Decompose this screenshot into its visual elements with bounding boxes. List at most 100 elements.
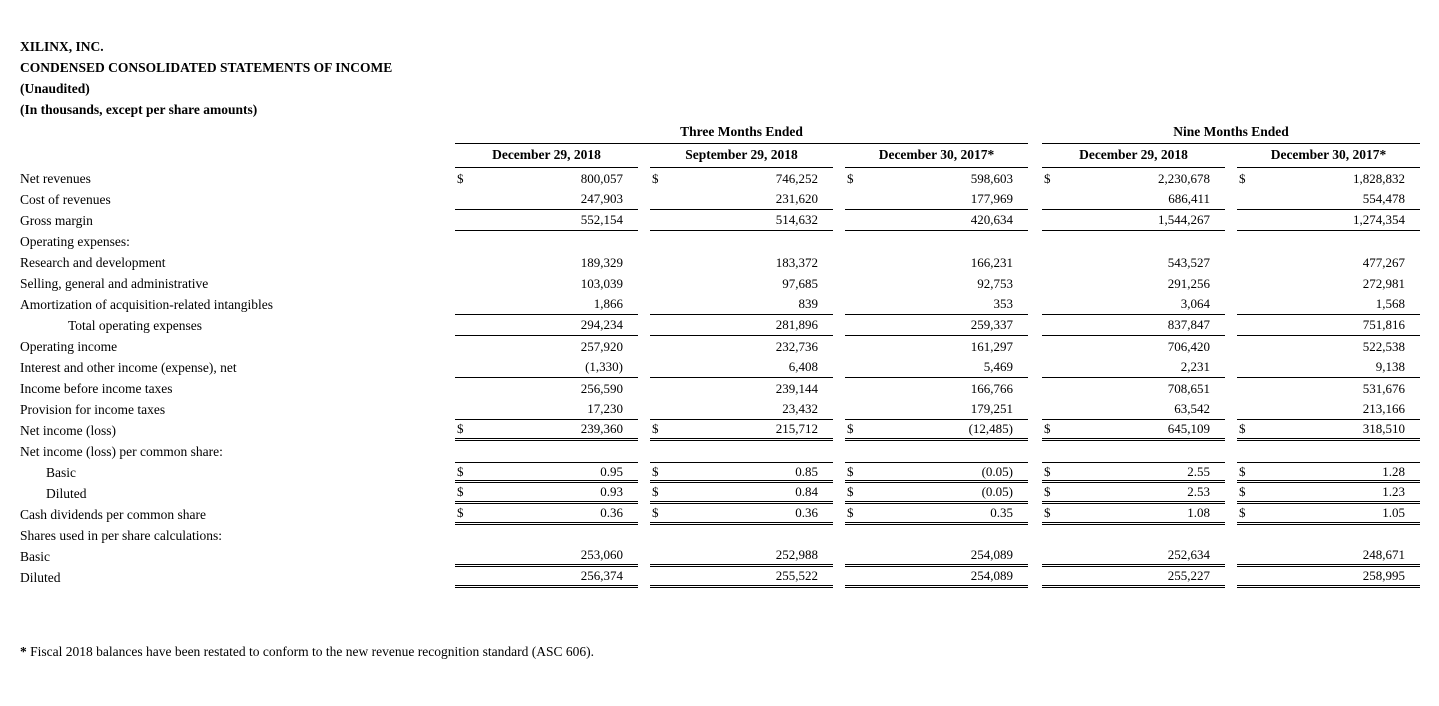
value-cell: 294,234 <box>455 315 638 336</box>
value-cell: 17,230 <box>455 399 638 420</box>
cell-value: 1,274,354 <box>1353 212 1405 227</box>
table-row: Amortization of acquisition-related inta… <box>20 294 1439 315</box>
value-cell: (1,330) <box>455 357 638 378</box>
value-cell: 272,981 <box>1237 273 1420 294</box>
row-label: Operating income <box>20 338 118 354</box>
currency-symbol: $ <box>1044 463 1051 479</box>
cell-value: 5,469 <box>983 359 1013 374</box>
table-row: Interest and other income (expense), net… <box>20 357 1439 378</box>
value-cell: $645,109 <box>1042 420 1225 441</box>
currency-symbol: $ <box>1044 484 1051 499</box>
cell-value: 248,671 <box>1362 547 1405 562</box>
value-cell: $746,252 <box>650 168 833 189</box>
cell-value: 189,329 <box>580 254 623 270</box>
value-cell: 248,671 <box>1237 546 1420 567</box>
cell-value: 259,337 <box>970 317 1013 332</box>
value-cell: 514,632 <box>650 210 833 231</box>
cell-value: 252,988 <box>775 547 818 562</box>
value-cell: 189,329 <box>455 252 638 273</box>
col-group-three-months-ended: Three Months Ended <box>455 124 1028 144</box>
currency-symbol: $ <box>457 463 464 479</box>
cell-value: 23,432 <box>782 401 818 416</box>
currency-symbol: $ <box>652 484 659 499</box>
cell-value: 257,920 <box>580 338 623 354</box>
cell-value: 514,632 <box>775 212 818 227</box>
cell-value: 839 <box>798 296 819 311</box>
cell-value: 543,527 <box>1167 254 1210 270</box>
cell-value: 708,651 <box>1167 380 1210 396</box>
cell-value: (1,330) <box>585 359 623 374</box>
value-cell: 252,634 <box>1042 546 1225 567</box>
cell-value: 598,603 <box>970 170 1013 186</box>
cell-value: 272,981 <box>1362 275 1405 291</box>
cell-value: 2.53 <box>1187 484 1210 499</box>
value-cell <box>1237 525 1420 546</box>
cell-value: 253,060 <box>580 547 623 562</box>
row-label: Cost of revenues <box>20 191 111 207</box>
column-group-header-row: Three Months Ended Nine Months Ended <box>20 124 1439 144</box>
value-cell: $1.28 <box>1237 462 1420 483</box>
cell-value: 256,374 <box>580 568 623 583</box>
currency-symbol: $ <box>1239 421 1246 436</box>
row-label: Diluted <box>46 485 87 501</box>
cell-value: 1.08 <box>1187 505 1210 520</box>
cell-value: 706,420 <box>1167 338 1210 354</box>
cell-value: 166,766 <box>970 380 1013 396</box>
value-cell: 239,144 <box>650 378 833 399</box>
currency-symbol: $ <box>457 170 464 186</box>
col-header-dec-30-2017-q: December 30, 2017* <box>845 144 1028 168</box>
table-row: Provision for income taxes 17,230 23,432 17… <box>20 399 1439 420</box>
cell-value: 6,408 <box>788 359 818 374</box>
cell-value: 239,144 <box>775 380 818 396</box>
table-row: Net revenues $800,057 $746,252 $598,603 $2,2… <box>20 168 1439 189</box>
value-cell: 183,372 <box>650 252 833 273</box>
currency-symbol: $ <box>1044 505 1051 520</box>
cell-value: 3,064 <box>1180 296 1210 311</box>
cell-value: 1.05 <box>1382 505 1405 520</box>
value-cell <box>845 441 1028 462</box>
value-cell <box>1042 441 1225 462</box>
value-cell: 5,469 <box>845 357 1028 378</box>
value-cell <box>455 231 638 252</box>
table-row: Operating income 257,920 232,736 161,297 706… <box>20 336 1439 357</box>
cell-value: 177,969 <box>970 191 1013 206</box>
cell-value: 1.28 <box>1382 463 1405 479</box>
value-cell: $318,510 <box>1237 420 1420 441</box>
value-cell <box>1237 231 1420 252</box>
value-cell: 837,847 <box>1042 315 1225 336</box>
row-label: Net income (loss) <box>20 422 116 438</box>
row-label: Net revenues <box>20 170 91 186</box>
value-cell: 97,685 <box>650 273 833 294</box>
table-row: Gross margin 552,154 514,632 420,634 1,544,2… <box>20 210 1439 231</box>
value-cell: 1,866 <box>455 294 638 315</box>
units-label: (In thousands, except per share amounts) <box>20 102 258 117</box>
value-cell: 522,538 <box>1237 336 1420 357</box>
value-cell: 256,590 <box>455 378 638 399</box>
value-cell: 103,039 <box>455 273 638 294</box>
cell-value: 291,256 <box>1167 275 1210 291</box>
row-label: Provision for income taxes <box>20 401 166 417</box>
table-row: Basic 253,060 252,988 254,089 252,634 248,671 <box>20 546 1439 567</box>
value-cell: 213,166 <box>1237 399 1420 420</box>
table-row: Diluted $0.93 $0.84 $ (0.05) $2.53 $1.23 <box>20 483 1439 504</box>
cell-value: 239,360 <box>580 421 623 436</box>
currency-symbol: $ <box>1044 170 1051 186</box>
cell-value: (0.05) <box>981 484 1013 499</box>
currency-symbol: $ <box>457 505 464 520</box>
value-cell <box>1237 441 1420 462</box>
table-row: Diluted 256,374 255,522 254,089 255,227 258,9… <box>20 567 1439 588</box>
section-header-row: Operating expenses: <box>20 231 1439 252</box>
row-label: Amortization of acquisition-related inta… <box>20 296 274 312</box>
value-cell: $0.85 <box>650 462 833 483</box>
title-block: XILINX, INC. CONDENSED CONSOLIDATED STAT… <box>20 36 1439 120</box>
currency-symbol: $ <box>457 484 464 499</box>
col-group-nine-months-ended: Nine Months Ended <box>1042 124 1420 144</box>
value-cell: 92,753 <box>845 273 1028 294</box>
value-cell: 686,411 <box>1042 189 1225 210</box>
value-cell: 166,231 <box>845 252 1028 273</box>
income-statement-table: Three Months Ended Nine Months Ended Dec… <box>20 124 1439 588</box>
cell-value: 161,297 <box>970 338 1013 354</box>
currency-symbol: $ <box>1239 170 1246 186</box>
value-cell: $0.84 <box>650 483 833 504</box>
value-cell: 420,634 <box>845 210 1028 231</box>
